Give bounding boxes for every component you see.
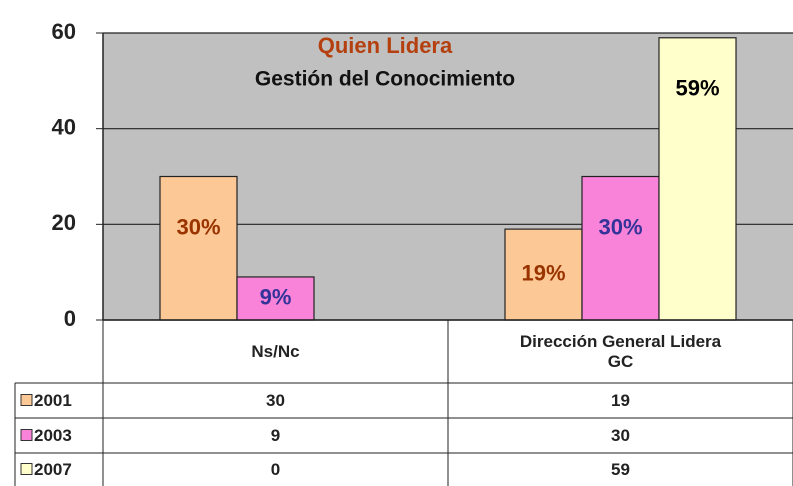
y-tick-label: 60 — [52, 19, 76, 44]
bar — [159, 175, 238, 321]
value-label: 30% — [598, 214, 642, 239]
table-value: 30 — [611, 425, 630, 445]
legend-swatch — [20, 394, 33, 406]
legend-swatch — [20, 429, 33, 441]
table-value: 30 — [266, 390, 285, 410]
chart-subtitle: Gestión del Conocimiento — [255, 68, 515, 91]
value-label: 59% — [675, 76, 719, 101]
legend-label: 2003 — [34, 425, 72, 445]
legend-label: 2001 — [34, 390, 72, 410]
table-value: 59 — [611, 459, 630, 479]
bar — [658, 37, 737, 321]
chart-title: Quien Lidera — [318, 33, 453, 58]
category-label: Dirección General Lidera GC — [519, 331, 722, 371]
value-label: 30% — [176, 214, 220, 239]
category-label: Ns/Nc — [251, 341, 300, 361]
y-tick-label: 20 — [52, 210, 76, 235]
value-label: 9% — [260, 284, 292, 309]
value-label: 19% — [521, 260, 565, 285]
table-value: 19 — [611, 390, 630, 410]
bar — [504, 228, 583, 321]
legend-swatch — [20, 463, 33, 475]
table-value: 9 — [270, 425, 281, 445]
table-value: 0 — [270, 459, 281, 479]
y-tick-label: 0 — [64, 306, 76, 331]
bar — [581, 175, 660, 321]
y-tick-label: 40 — [52, 114, 76, 139]
legend-label: 2007 — [34, 459, 72, 479]
